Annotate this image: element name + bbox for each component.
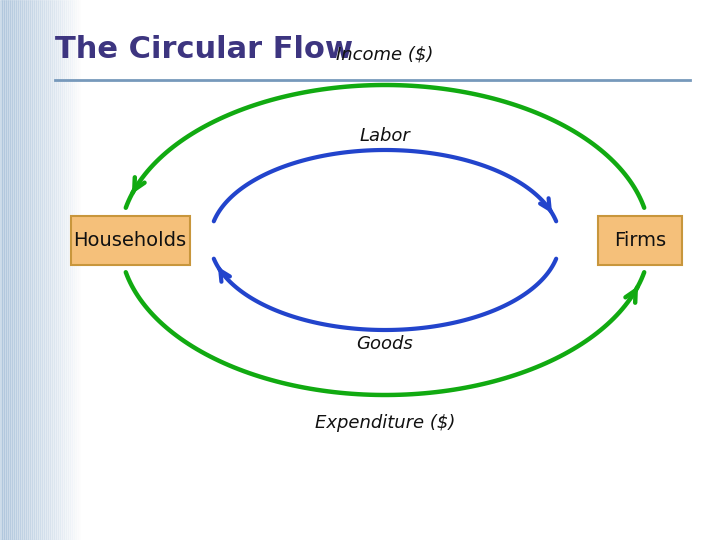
Bar: [122, 0, 124, 540]
Bar: [36, 0, 38, 540]
Bar: [78, 0, 80, 540]
Bar: [46, 0, 48, 540]
Bar: [40, 0, 42, 540]
Bar: [138, 0, 140, 540]
Bar: [48, 0, 50, 540]
Bar: [90, 0, 92, 540]
Bar: [148, 0, 150, 540]
Bar: [12, 0, 14, 540]
Bar: [108, 0, 110, 540]
Bar: [86, 0, 88, 540]
Bar: [98, 0, 100, 540]
Bar: [106, 0, 108, 540]
Bar: [146, 0, 148, 540]
Bar: [50, 0, 52, 540]
Bar: [126, 0, 128, 540]
Bar: [68, 0, 70, 540]
Bar: [32, 0, 34, 540]
Bar: [30, 0, 32, 540]
Bar: [62, 0, 64, 540]
Bar: [156, 0, 158, 540]
Bar: [136, 0, 138, 540]
Bar: [120, 0, 122, 540]
Bar: [14, 0, 16, 540]
Bar: [70, 0, 72, 540]
Text: Households: Households: [73, 231, 186, 249]
Bar: [80, 0, 82, 540]
Bar: [58, 0, 60, 540]
Bar: [96, 0, 98, 540]
Bar: [82, 0, 84, 540]
Bar: [154, 0, 156, 540]
Bar: [26, 0, 28, 540]
Bar: [22, 0, 24, 540]
Bar: [132, 0, 134, 540]
Text: Firms: Firms: [614, 231, 666, 249]
Bar: [44, 0, 46, 540]
Bar: [110, 0, 112, 540]
Bar: [144, 0, 146, 540]
Bar: [76, 0, 78, 540]
Bar: [102, 0, 104, 540]
Text: Income ($): Income ($): [336, 46, 433, 64]
FancyBboxPatch shape: [71, 215, 189, 265]
Bar: [94, 0, 96, 540]
Bar: [16, 0, 18, 540]
Bar: [128, 0, 130, 540]
Bar: [66, 0, 68, 540]
Bar: [6, 0, 8, 540]
Bar: [74, 0, 76, 540]
Bar: [100, 0, 102, 540]
Bar: [152, 0, 154, 540]
Bar: [10, 0, 12, 540]
Bar: [54, 0, 56, 540]
Bar: [134, 0, 136, 540]
Bar: [72, 0, 74, 540]
Bar: [18, 0, 20, 540]
Bar: [140, 0, 142, 540]
Bar: [60, 0, 62, 540]
Bar: [52, 0, 54, 540]
Bar: [124, 0, 126, 540]
Bar: [2, 0, 4, 540]
Bar: [114, 0, 116, 540]
Bar: [88, 0, 90, 540]
Bar: [116, 0, 118, 540]
Bar: [4, 0, 6, 540]
Bar: [84, 0, 86, 540]
Text: Goods: Goods: [356, 335, 413, 353]
Bar: [92, 0, 94, 540]
Text: The Circular Flow: The Circular Flow: [55, 36, 353, 64]
Bar: [0, 0, 2, 540]
Bar: [24, 0, 26, 540]
Bar: [64, 0, 66, 540]
Bar: [34, 0, 36, 540]
Bar: [20, 0, 22, 540]
Bar: [8, 0, 10, 540]
Bar: [28, 0, 30, 540]
FancyBboxPatch shape: [598, 215, 682, 265]
Bar: [42, 0, 44, 540]
Bar: [158, 0, 160, 540]
Bar: [118, 0, 120, 540]
Bar: [104, 0, 106, 540]
Bar: [150, 0, 152, 540]
Bar: [38, 0, 40, 540]
Bar: [112, 0, 114, 540]
Bar: [130, 0, 132, 540]
Text: Labor: Labor: [359, 127, 410, 145]
Text: Expenditure ($): Expenditure ($): [315, 414, 455, 432]
Bar: [142, 0, 144, 540]
Bar: [56, 0, 58, 540]
